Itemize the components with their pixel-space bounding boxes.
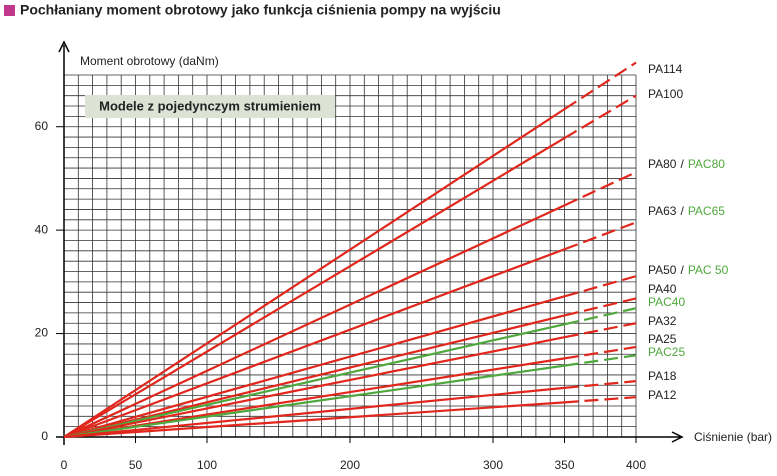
y-tick-label: 0 xyxy=(41,429,48,443)
series-line xyxy=(564,380,637,389)
y-tick-label: 20 xyxy=(35,326,49,340)
legend-label: PA12 xyxy=(648,388,677,402)
series-line xyxy=(564,171,637,207)
legend-name: PA18 xyxy=(648,369,677,383)
box xyxy=(85,95,335,118)
legend-name: PA12 xyxy=(648,388,677,402)
x-tick-label: 50 xyxy=(129,458,143,472)
series-line xyxy=(63,248,565,439)
x-tick-label: 350 xyxy=(554,458,574,472)
legend-label: PA25 xyxy=(648,332,677,346)
legend-label: PA40 xyxy=(648,282,677,296)
legend-label: PA32 xyxy=(648,314,677,328)
legend-label: PAC25 xyxy=(648,345,685,359)
series-line xyxy=(63,137,566,438)
legend-separator: / xyxy=(680,204,684,218)
legend-label: PA63/ PAC65 xyxy=(648,204,725,218)
series-line xyxy=(63,401,565,439)
y-axis xyxy=(58,40,70,445)
legend-name: PAC40 xyxy=(648,295,685,309)
series-line xyxy=(564,396,637,404)
legend-name: PA25 xyxy=(648,332,677,346)
legend-name: PA32 xyxy=(648,314,677,328)
x-tick-label: 0 xyxy=(61,458,68,472)
legend-name: PA63 xyxy=(648,204,677,218)
legend-name: PA114 xyxy=(648,62,683,76)
series-line xyxy=(564,307,637,326)
series-line xyxy=(63,364,565,439)
series-line xyxy=(564,221,637,251)
legend-name: PA100 xyxy=(648,87,683,101)
y-axis-label: Moment obrotowy (daNm) xyxy=(80,54,219,68)
legend-name: PA50 xyxy=(648,263,677,277)
legend-alt-name: PAC 50 xyxy=(688,263,729,277)
series-line xyxy=(563,94,637,140)
series-line xyxy=(63,386,565,439)
legend-label: PA114 xyxy=(648,62,683,76)
y-tick-label: 60 xyxy=(35,119,49,133)
series-line xyxy=(63,314,565,439)
series-line xyxy=(564,275,637,298)
legend-alt-name: PAC80 xyxy=(688,157,725,171)
legend-label: PA18 xyxy=(648,369,677,383)
chart-title: Pochłaniany moment obrotowy jako funkcja… xyxy=(20,2,501,18)
series-line xyxy=(564,297,637,317)
series-line xyxy=(63,323,565,439)
series-line xyxy=(63,336,565,439)
series-line xyxy=(63,108,566,438)
series-line xyxy=(564,354,637,367)
legend-label: PA80/ PAC80 xyxy=(648,157,725,171)
legend-separator: / xyxy=(680,157,684,171)
legend-label: PA100 xyxy=(648,87,683,101)
series-line xyxy=(564,322,637,339)
legend-name: PAC25 xyxy=(648,345,685,359)
legend-separator: / xyxy=(680,263,684,277)
series-line xyxy=(63,204,565,438)
legend-label: PAC40 xyxy=(648,295,685,309)
y-tick-label: 40 xyxy=(35,222,49,236)
legend-label: PA50/ PAC 50 xyxy=(648,263,729,277)
x-axis xyxy=(56,431,684,443)
legend-name: PA40 xyxy=(648,282,677,296)
x-tick-label: 400 xyxy=(626,458,646,472)
x-tick-label: 200 xyxy=(340,458,360,472)
box-label: Modele z pojedynczym strumieniem xyxy=(99,98,321,113)
x-tick-label: 300 xyxy=(483,458,503,472)
x-tick-label: 100 xyxy=(197,458,217,472)
series-line xyxy=(564,345,637,360)
series-line xyxy=(63,357,565,439)
series-line xyxy=(63,295,565,439)
legend-alt-name: PAC65 xyxy=(688,204,725,218)
series-line xyxy=(563,61,637,111)
x-axis-label: Ciśnienie (bar) xyxy=(694,430,772,444)
title-marker xyxy=(4,5,15,16)
legend-name: PA80 xyxy=(648,157,677,171)
